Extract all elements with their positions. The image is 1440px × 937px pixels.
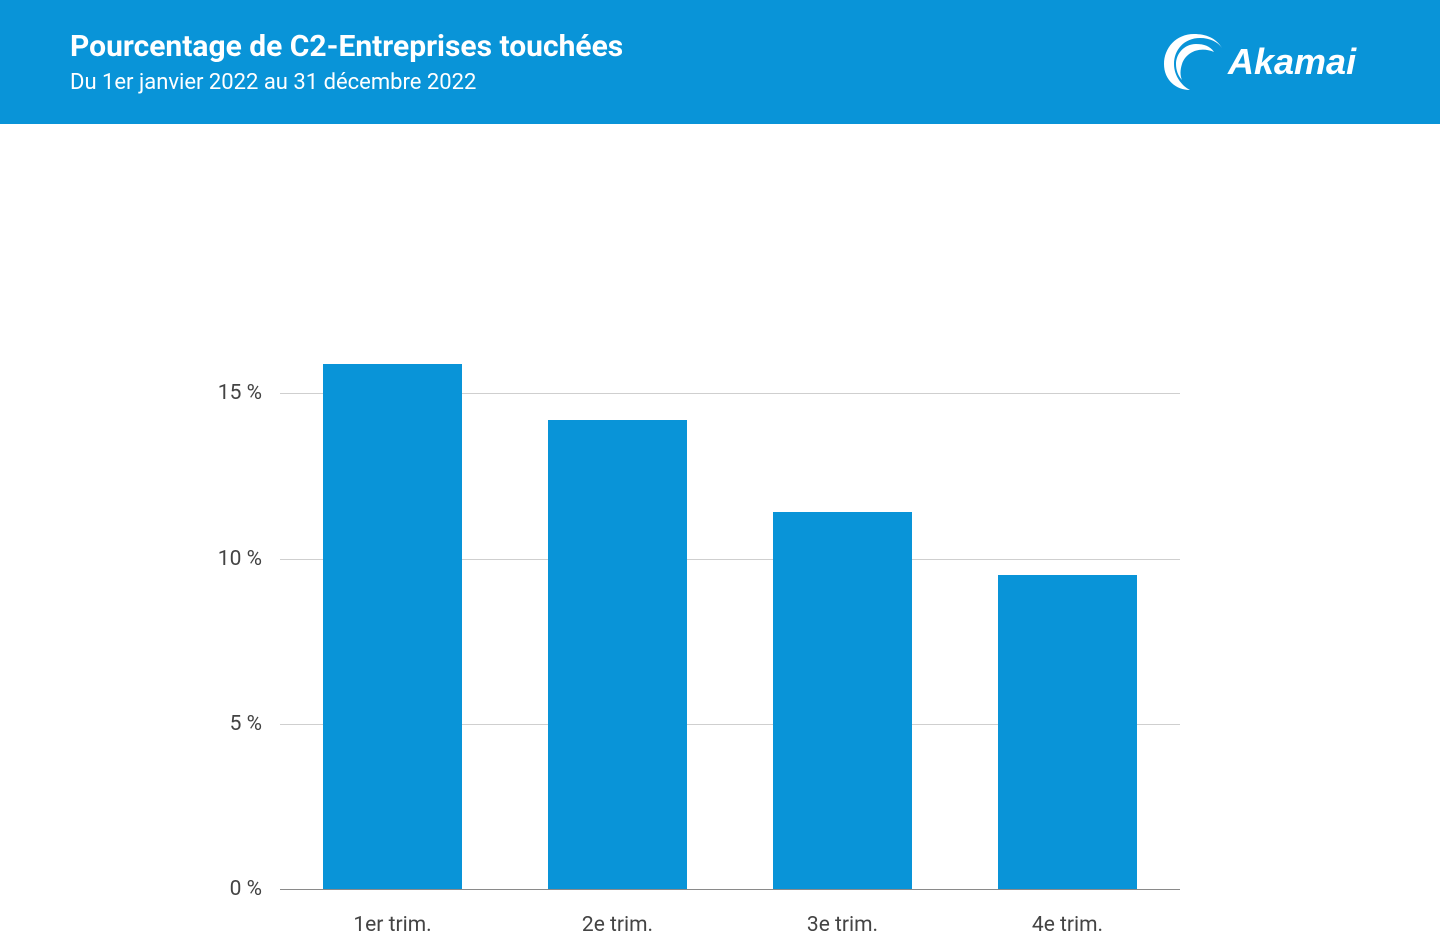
bar [773, 512, 913, 889]
akamai-logo: Akamai [1160, 30, 1380, 94]
x-tick-label: 1er trim. [353, 889, 431, 937]
x-tick-label: 4e trim. [1032, 889, 1103, 937]
bar [998, 575, 1138, 889]
chart-subtitle: Du 1er janvier 2022 au 31 décembre 2022 [70, 70, 623, 95]
header-text: Pourcentage de C2-Entreprises touchées D… [70, 29, 623, 95]
akamai-logo-icon: Akamai [1160, 30, 1380, 94]
bar-chart: 0 %5 %10 %15 %1er trim.2e trim.3e trim.4… [280, 334, 1180, 889]
akamai-wordmark: Akamai [1227, 41, 1357, 82]
y-tick-label: 0 % [230, 877, 280, 901]
y-tick-label: 10 % [218, 547, 280, 571]
bar [323, 364, 463, 889]
x-tick-label: 3e trim. [807, 889, 878, 937]
x-tick-label: 2e trim. [582, 889, 653, 937]
chart-title: Pourcentage de C2-Entreprises touchées [70, 29, 623, 64]
y-tick-label: 5 % [230, 712, 280, 736]
page-root: Pourcentage de C2-Entreprises touchées D… [0, 0, 1440, 925]
y-tick-label: 15 % [218, 381, 280, 405]
bar [548, 420, 688, 889]
plot-area: 0 %5 %10 %15 %1er trim.2e trim.3e trim.4… [280, 334, 1180, 889]
header-bar: Pourcentage de C2-Entreprises touchées D… [0, 0, 1440, 124]
